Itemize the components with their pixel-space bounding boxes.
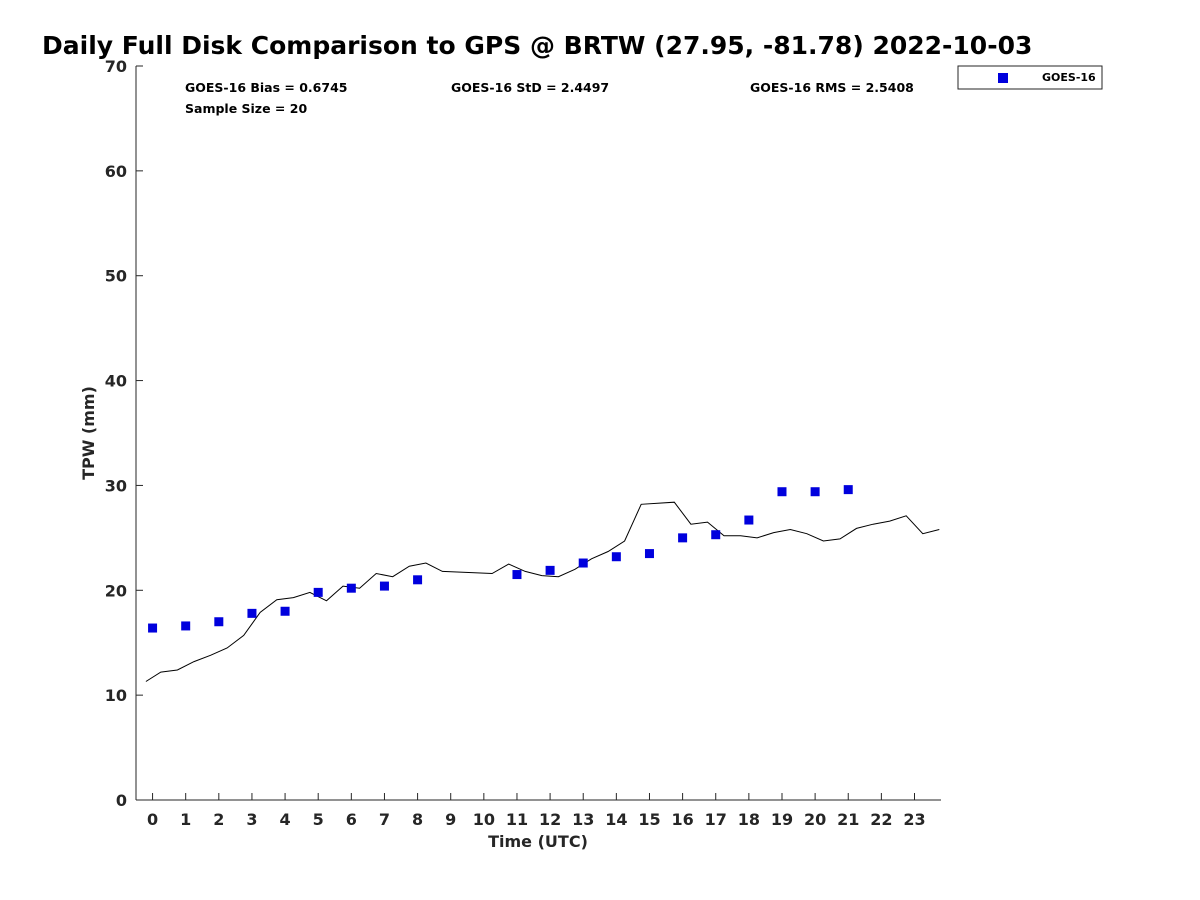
x-tick-label: 17 <box>705 810 727 829</box>
x-tick-label: 9 <box>445 810 456 829</box>
chart-title: Daily Full Disk Comparison to GPS @ BRTW… <box>42 31 1032 60</box>
goes16-point <box>611 552 621 562</box>
x-tick-label: 21 <box>837 810 859 829</box>
x-tick-label: 19 <box>771 810 793 829</box>
x-tick-label: 8 <box>412 810 423 829</box>
y-tick-label: 10 <box>105 686 127 705</box>
legend: GOES-16 <box>957 65 1103 90</box>
goes16-point <box>777 487 787 497</box>
goes16-point <box>578 558 588 568</box>
x-tick-label: 2 <box>213 810 224 829</box>
y-tick-label: 0 <box>116 791 127 810</box>
goes16-point <box>810 487 820 497</box>
legend-box <box>957 65 1103 90</box>
x-tick-label: 22 <box>870 810 892 829</box>
x-tick-label: 12 <box>539 810 561 829</box>
stat-sample-size: Sample Size = 20 <box>185 101 307 116</box>
goes16-point <box>214 617 224 627</box>
goes16-point <box>181 621 191 631</box>
x-ticks: 0 1 2 3 4 5 6 7 8 9 10 11 12 13 14 15 16 17 18 19 20 21 22 23 <box>147 793 926 829</box>
y-tick-label: 40 <box>105 372 127 391</box>
x-tick-label: 23 <box>903 810 925 829</box>
x-tick-label: 20 <box>804 810 826 829</box>
goes16-point <box>280 606 290 616</box>
stat-bias: GOES-16 Bias = 0.6745 <box>185 80 347 95</box>
x-tick-label: 3 <box>246 810 257 829</box>
stat-rms: GOES-16 RMS = 2.5408 <box>750 80 914 95</box>
gps-line-series <box>145 501 940 682</box>
goes16-point <box>413 575 423 585</box>
goes16-scatter-series <box>148 485 853 633</box>
y-tick-label: 70 <box>105 57 127 76</box>
x-tick-label: 13 <box>572 810 594 829</box>
goes16-point <box>512 570 522 580</box>
x-tick-label: 11 <box>506 810 528 829</box>
y-tick-label: 30 <box>105 476 127 495</box>
goes16-point <box>644 549 654 559</box>
y-ticks: 0 10 20 30 40 50 60 70 <box>105 57 143 810</box>
legend-label-goes16: GOES-16 <box>1042 71 1096 84</box>
y-tick-label: 50 <box>105 267 127 286</box>
goes16-point <box>545 565 555 575</box>
y-tick-label: 60 <box>105 162 127 181</box>
goes16-point <box>744 515 754 525</box>
goes16-point <box>313 587 323 597</box>
goes16-point <box>346 583 356 593</box>
legend-marker-square <box>998 73 1008 83</box>
goes16-point <box>843 485 853 495</box>
stat-std: GOES-16 StD = 2.4497 <box>451 80 609 95</box>
x-tick-label: 1 <box>180 810 191 829</box>
x-tick-label: 18 <box>738 810 760 829</box>
x-tick-label: 10 <box>473 810 495 829</box>
x-tick-label: 7 <box>379 810 390 829</box>
goes16-point <box>678 533 688 543</box>
goes16-point <box>711 530 721 540</box>
x-tick-label: 4 <box>280 810 291 829</box>
goes16-point <box>379 581 389 591</box>
x-axis-label: Time (UTC) <box>488 832 588 851</box>
goes16-point <box>148 623 158 633</box>
y-tick-label: 20 <box>105 581 127 600</box>
gps-tpw-line <box>145 501 940 682</box>
x-tick-label: 0 <box>147 810 158 829</box>
y-axis-label: TPW (mm) <box>79 386 98 480</box>
x-tick-label: 5 <box>313 810 324 829</box>
x-tick-label: 16 <box>671 810 693 829</box>
x-tick-label: 6 <box>346 810 357 829</box>
goes16-point <box>247 608 257 618</box>
x-tick-label: 14 <box>605 810 627 829</box>
x-tick-label: 15 <box>638 810 660 829</box>
